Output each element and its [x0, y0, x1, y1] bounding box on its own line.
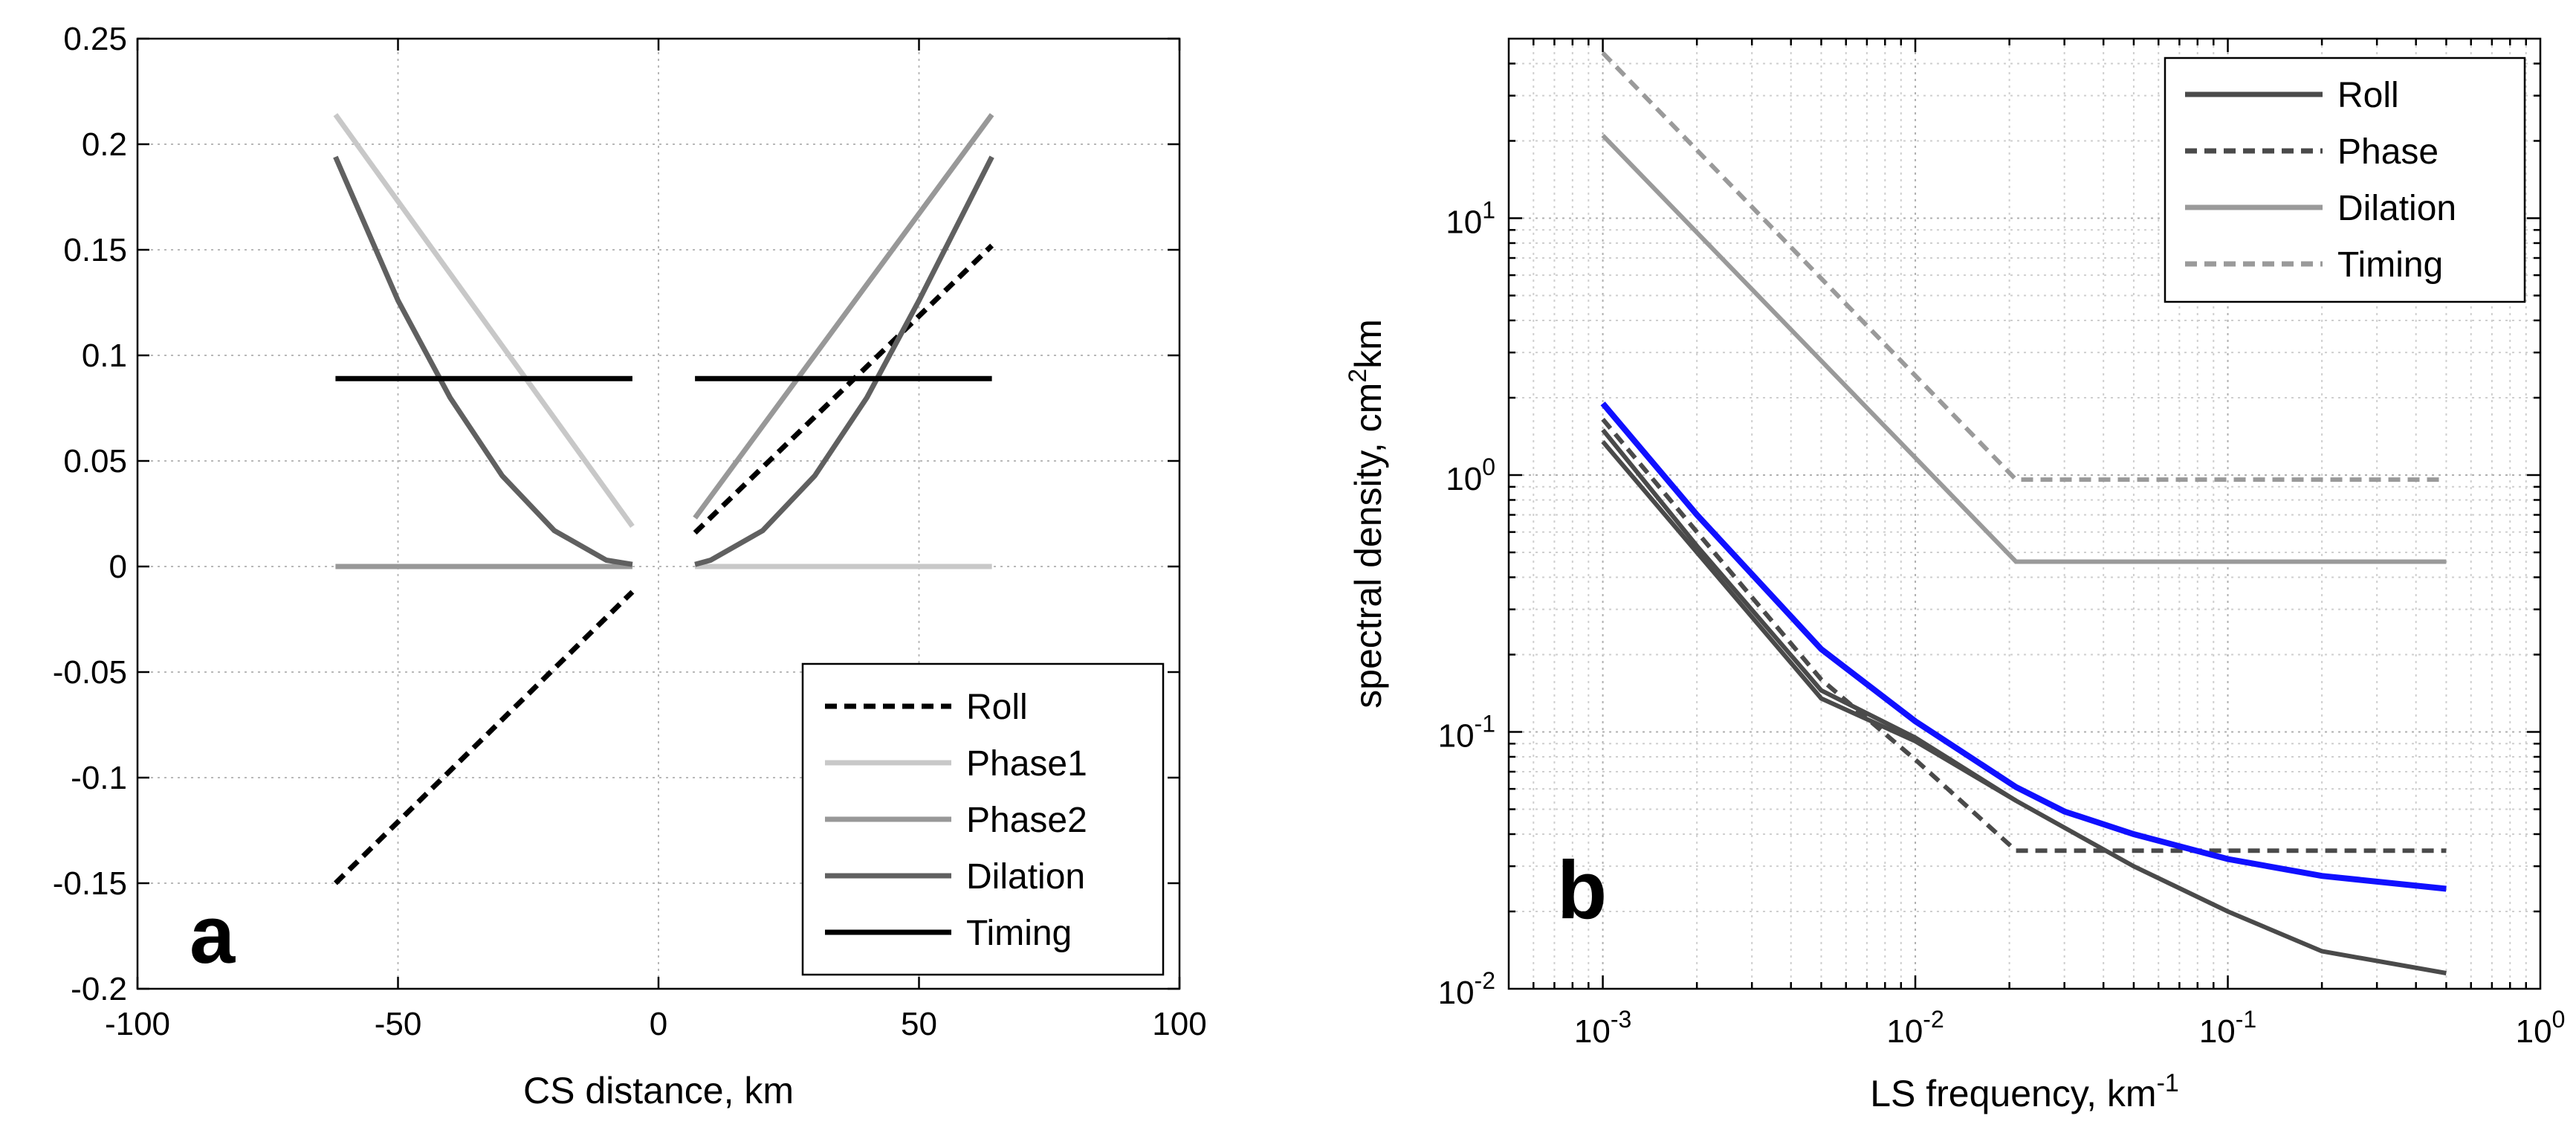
- panel-a-ytick-label: 0.2: [82, 126, 127, 163]
- panel-a-xtick-label: -100: [105, 1006, 170, 1042]
- panel-a-ytick-label: 0.25: [63, 21, 127, 57]
- panel-b-xtick-label: 10-2: [1886, 1006, 1944, 1050]
- panel-b-series: [1600, 51, 2447, 975]
- panel-b-xtick-label: 10-1: [2199, 1006, 2256, 1050]
- panel-a-legend-label: Roll: [966, 688, 1028, 727]
- panel-a-ytick-label: 0.1: [82, 338, 127, 374]
- panel-a-series-phase1: [333, 113, 635, 529]
- panel-a-series: [333, 113, 994, 885]
- panel-b-series-timing: [1601, 51, 2447, 482]
- panel-b-xtick-label: 100: [2516, 1006, 2566, 1050]
- panel-a-legend-label: Phase1: [966, 744, 1087, 784]
- panel-a-ytick-label: -0.2: [71, 971, 127, 1007]
- panel-a-series-dilation: [333, 155, 633, 567]
- panel-a-ytick-label: 0.15: [63, 232, 127, 268]
- panel-b-axes-frame: [1507, 37, 2542, 990]
- panel-a-legend: Roll Phase1 Phase2 Dilation Timing: [801, 662, 1165, 976]
- panel-a-legend-label: Timing: [966, 914, 1072, 953]
- panel-b-series-dilation: [1601, 134, 2447, 564]
- panel-a: -100 -50 0 50 100 -0.2 -0.15 -0.1 -0.05 0 0.05 0.1 0…: [53, 21, 1207, 1111]
- panel-b-legend-label: Dilation: [2337, 189, 2456, 228]
- panel-b-ylabel-text: spectral density, cm: [1347, 383, 1389, 708]
- panel-a-letter: a: [190, 889, 236, 981]
- panel-b-legend-label: Phase: [2337, 132, 2439, 172]
- panel-b-letter: b: [1557, 845, 1607, 936]
- panel-b-legend-label: Timing: [2337, 245, 2443, 285]
- panel-a-ytick-label: 0: [109, 549, 127, 585]
- panel-b-ytick-label: 10-2: [1438, 967, 1495, 1011]
- panel-b-ytick-label: 101: [1446, 196, 1495, 240]
- panel-a-series-roll: [333, 590, 635, 885]
- panel-b-xlabel-text: LS frequency, km: [1870, 1073, 2156, 1114]
- panel-b-ticks: 10-3 10-2 10-1 100 10-2 10-1 100 101: [1438, 39, 2566, 1050]
- panel-b-ylabel: spectral density, cm2km: [1344, 319, 1389, 708]
- panel-a-xtick-label: -50: [375, 1006, 422, 1042]
- panel-a-series-phase2: [693, 113, 994, 520]
- panel-b: 10-3 10-2 10-1 100 10-2 10-1 100 101 LS frequen…: [1344, 37, 2566, 1114]
- panel-a-xlabel: CS distance, km: [523, 1070, 794, 1111]
- panel-a-ytick-label: -0.15: [53, 865, 127, 902]
- panel-a-legend-label: Dilation: [966, 857, 1085, 897]
- panel-b-series-total-blue: [1600, 401, 2447, 892]
- panel-b-xtick-label: 10-3: [1574, 1006, 1631, 1050]
- panel-b-grid: [1509, 39, 2540, 989]
- panel-a-ytick-label: -0.1: [71, 760, 127, 796]
- panel-b-series-phase: [1601, 417, 2447, 853]
- panel-a-series-dilation: [694, 155, 994, 567]
- panel-a-xtick-label: 0: [650, 1006, 667, 1042]
- panel-b-legend: Roll Phase Dilation Timing: [2164, 57, 2526, 303]
- panel-b-xlabel: LS frequency, km-1: [1870, 1069, 2179, 1114]
- panel-b-series-roll-extra: [1601, 428, 2018, 803]
- panel-a-legend-label: Phase2: [966, 801, 1087, 840]
- panel-b-legend-label: Roll: [2337, 76, 2399, 115]
- panel-b-xlabel-sup: -1: [2157, 1069, 2179, 1097]
- panel-b-legend-box: [2164, 57, 2526, 303]
- panel-b-ylabel-sup: 2: [1344, 369, 1372, 383]
- panel-b-ylabel-suffix: km: [1347, 319, 1389, 369]
- panel-a-series-roll: [693, 243, 994, 535]
- panel-b-ytick-label: 10-1: [1438, 710, 1495, 754]
- panel-a-ytick-label: 0.05: [63, 443, 127, 480]
- panel-a-xtick-label: 100: [1152, 1006, 1206, 1042]
- panel-a-xtick-label: 50: [901, 1006, 937, 1042]
- panel-a-ticks: -100 -50 0 50 100 -0.2 -0.15 -0.1 -0.05 0 0.05 0.1 0…: [53, 21, 1207, 1042]
- panel-b-ytick-label: 100: [1446, 453, 1495, 497]
- panel-a-ytick-label: -0.05: [53, 654, 127, 691]
